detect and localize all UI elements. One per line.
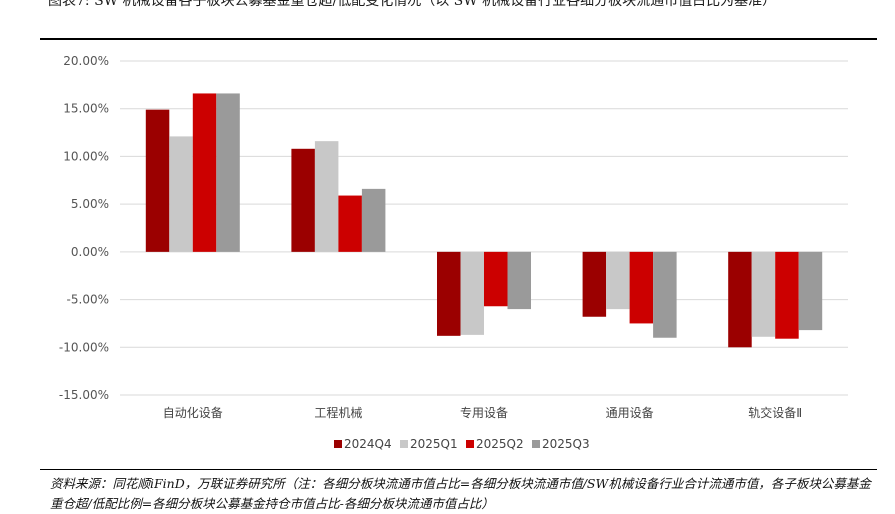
bar-2025Q2 [484,251,508,307]
legend-label: 2024Q4 [344,437,392,451]
legend: 2024Q4 2025Q1 2025Q2 2025Q3 [334,437,590,451]
y-tick-label: 15.00% [63,102,109,116]
y-tick-label: 10.00% [63,149,109,163]
y-axis-ticks: 20.00% 15.00% 10.00% 5.00% 0.00% -5.00% -10.00… [59,54,109,402]
legend-swatch [400,440,408,448]
y-tick-label: 20.00% [63,54,109,68]
y-tick-label: -15.00% [59,388,109,402]
bar-2025Q1 [460,251,484,335]
bar-2024Q4 [291,148,315,252]
bar-2025Q2 [338,195,362,252]
y-tick-label: -5.00% [67,293,109,307]
bar-2025Q2 [192,93,217,252]
bar-2024Q4 [437,251,461,336]
bar-2025Q2 [629,251,654,324]
category-labels: 自动化设备 工程机械 专用设备 通用设备 轨交设备Ⅱ [163,405,802,420]
bar-2025Q1 [606,251,630,310]
bar-2025Q3 [798,251,823,331]
bar-2025Q2 [775,251,799,339]
bar-2025Q1 [751,251,776,337]
chart-title: 图表7: SW 机械设备各子板块公募基金重仓超/低配变化情况（以 SW 机械设备… [48,0,777,9]
bar-2024Q4 [145,109,170,252]
bar-2025Q3 [653,251,677,338]
category-label: 工程机械 [314,405,362,420]
bar-2025Q3 [216,93,240,252]
legend-label: 2025Q1 [410,437,458,451]
category-label: 通用设备 [606,406,654,420]
bottom-rule [40,469,877,470]
legend-swatch [532,440,540,448]
bars [145,93,823,348]
bar-2025Q1 [314,141,339,252]
category-label: 轨交设备Ⅱ [748,405,802,420]
category-label: 自动化设备 [163,406,223,420]
y-tick-label: 0.00% [71,245,109,259]
bar-2025Q3 [361,188,386,252]
top-rule [40,38,877,40]
y-tick-label: -10.00% [59,340,109,354]
legend-swatch [466,440,474,448]
legend-label: 2025Q2 [476,437,524,451]
bar-2025Q1 [169,136,193,252]
bar-2024Q4 [728,251,752,348]
source-note: 资料来源：同花顺iFinD，万联证券研究所（注：各细分板块流通市值占比=各细分板… [50,476,871,511]
bar-2025Q3 [507,251,531,310]
bar-2024Q4 [582,251,607,317]
y-tick-label: 5.00% [71,197,109,211]
legend-swatch [334,440,342,448]
category-label: 专用设备 [460,405,508,420]
bar-chart: 20.00% 15.00% 10.00% 5.00% 0.00% -5.00% -10.00… [59,54,848,451]
legend-label: 2025Q3 [542,437,590,451]
